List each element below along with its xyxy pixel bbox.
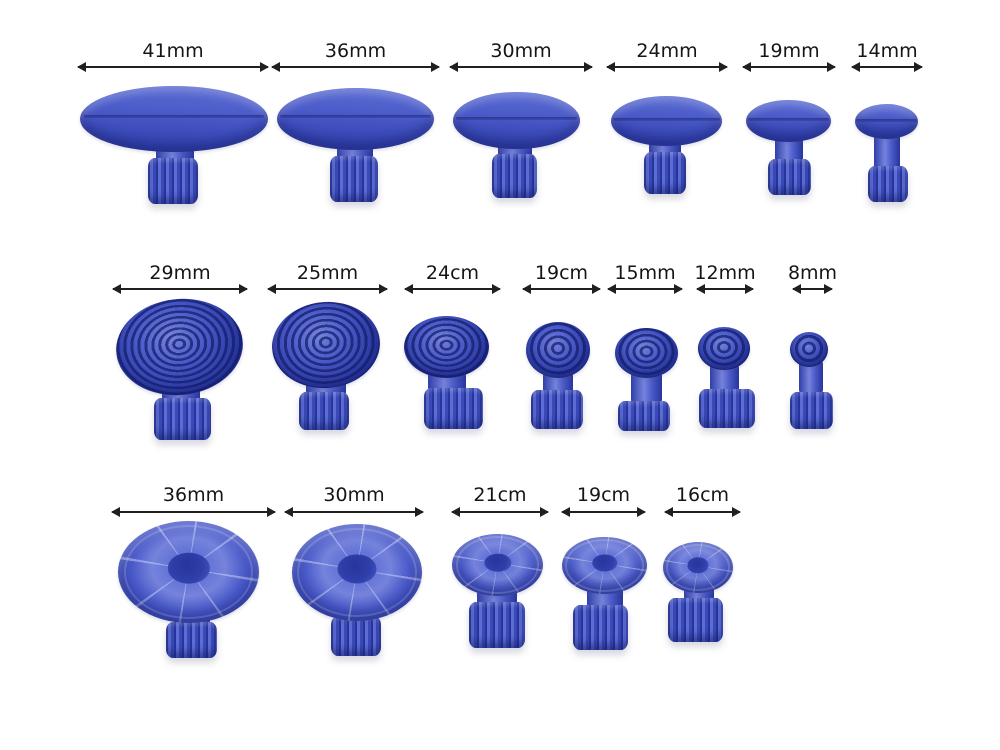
size-label-15mm: 15mm — [614, 262, 676, 284]
tab-stem-collar-30mm — [492, 154, 537, 198]
size-label-19cm: 19cm — [576, 484, 631, 506]
size-label-8mm: 8mm — [787, 262, 838, 284]
size-label-14mm: 14mm — [856, 40, 918, 62]
dimension-arrow-25mm — [267, 284, 388, 294]
tab-stem-collar-16cm — [668, 598, 723, 642]
dimension-arrow-12mm — [696, 284, 754, 294]
size-label-25mm: 25mm — [296, 262, 359, 284]
dimension-arrow-19mm — [742, 62, 836, 72]
dimension-arrow-19cm — [522, 284, 601, 294]
dimension-arrow-29mm — [112, 284, 248, 294]
dent-tab-30mm — [453, 92, 580, 149]
dent-tab-24mm — [611, 96, 722, 146]
dent-tab-8mm — [790, 332, 828, 367]
size-label-36mm: 36mm — [162, 484, 225, 506]
dent-tab-19cm — [526, 322, 590, 378]
tab-stem-collar-12mm — [699, 389, 755, 428]
dent-tab-21cm — [452, 534, 543, 596]
tab-stem-collar-25mm — [299, 392, 349, 430]
size-label-30mm: 30mm — [323, 484, 385, 506]
tab-stem-collar-41mm — [148, 158, 198, 204]
dimension-arrow-15mm — [607, 284, 683, 294]
tab-stem-collar-19cm — [531, 390, 583, 429]
tab-stem-neck-19cm — [543, 372, 573, 394]
tab-stem-collar-19cm — [573, 605, 628, 650]
size-label-12mm: 12mm — [694, 262, 756, 284]
dimension-arrow-36mm — [111, 507, 276, 517]
dent-tab-41mm — [80, 86, 268, 152]
dent-tab-36mm — [118, 521, 259, 623]
dent-tab-15mm — [615, 328, 678, 378]
dimension-arrow-16cm — [664, 507, 741, 517]
size-label-30mm: 30mm — [490, 40, 552, 62]
size-label-19cm: 19cm — [534, 262, 589, 284]
dent-tab-30mm — [292, 524, 422, 621]
tab-stem-collar-15mm — [618, 401, 670, 431]
dent-tab-29mm — [111, 292, 248, 402]
dimension-arrow-24mm — [606, 62, 728, 72]
dent-tab-12mm — [698, 327, 750, 370]
dimension-arrow-41mm — [77, 62, 269, 72]
tab-stem-neck-14mm — [874, 134, 900, 170]
tab-stem-collar-29mm — [154, 398, 211, 440]
dimension-arrow-36mm — [271, 62, 440, 72]
dimension-arrow-14mm — [851, 62, 923, 72]
dimension-arrow-24cm — [404, 284, 501, 294]
dimension-arrow-8mm — [792, 284, 833, 294]
dimension-arrow-21cm — [451, 507, 549, 517]
tab-stem-collar-19mm — [768, 159, 811, 195]
dent-tab-19cm — [562, 537, 647, 594]
dent-tab-19mm — [746, 100, 831, 142]
dimension-arrow-30mm — [284, 507, 424, 517]
size-label-19mm: 19mm — [758, 40, 820, 62]
size-label-24mm: 24mm — [636, 40, 698, 62]
tab-stem-collar-8mm — [790, 392, 833, 429]
tab-stem-collar-24mm — [644, 152, 686, 194]
tab-stem-collar-30mm — [331, 616, 381, 656]
size-label-29mm: 29mm — [149, 262, 211, 284]
tab-stem-collar-21cm — [469, 602, 525, 648]
dent-tab-24cm — [404, 316, 489, 378]
tab-stem-collar-36mm — [330, 156, 378, 202]
dimension-arrow-30mm — [449, 62, 593, 72]
dent-tab-36mm — [277, 88, 434, 150]
dent-tab-16cm — [663, 542, 733, 593]
dent-tab-25mm — [268, 297, 384, 393]
size-label-24cm: 24cm — [425, 262, 480, 284]
tab-stem-collar-24cm — [424, 388, 483, 429]
tab-stem-collar-14mm — [868, 166, 908, 202]
size-label-21cm: 21cm — [473, 484, 527, 506]
dent-tab-14mm — [855, 104, 918, 139]
dimension-arrow-19cm — [561, 507, 646, 517]
tab-stem-collar-36mm — [166, 622, 217, 658]
size-label-36mm: 36mm — [324, 40, 387, 62]
size-label-41mm: 41mm — [142, 40, 204, 62]
size-label-16cm: 16cm — [675, 484, 730, 506]
